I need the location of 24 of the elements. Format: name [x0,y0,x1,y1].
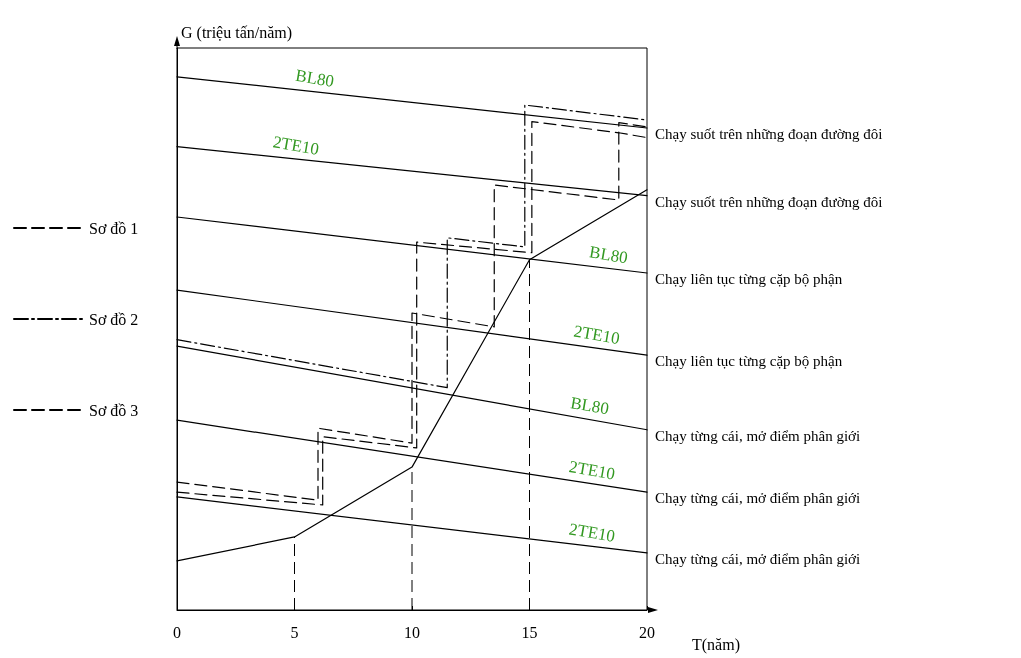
x-tick-label: 15 [521,623,538,641]
series-label: Chạy từng cái, mở điểm phân giới [655,490,861,507]
series-label: Chạy suốt trên những đoạn đường đôi [655,193,883,210]
annotation: 2TE10 [271,132,321,159]
annotation: BL80 [568,393,611,419]
y-axis-title: G (triệu tấn/năm) [181,23,293,42]
annotation: BL80 [294,65,336,91]
series-label: Chạy từng cái, mở điểm phân giới [655,427,861,444]
series-label: Chạy suốt trên những đoạn đường đôi [655,125,883,142]
series-label: Chạy từng cái, mở điểm phân giới [655,550,861,567]
legend-label: Sơ đồ 1 [89,219,139,237]
x-tick-label: 0 [173,623,181,641]
series-label: Chạy liên tục từng cặp bộ phận [655,271,843,288]
x-tick-label: 5 [290,623,299,641]
legend-label: Sơ đồ 2 [89,310,139,328]
annotation: 2TE10 [567,519,617,546]
x-tick-label: 20 [639,623,655,641]
annotation: 2TE10 [567,456,617,484]
series-label: Chạy liên tục từng cặp bộ phận [655,353,843,370]
x-axis-title: T(năm) [692,635,740,654]
legend-label: Sơ đồ 3 [89,401,139,419]
x-tick-label: 10 [404,623,420,641]
annotation: 2TE10 [572,321,622,349]
annotation: BL80 [587,242,630,268]
